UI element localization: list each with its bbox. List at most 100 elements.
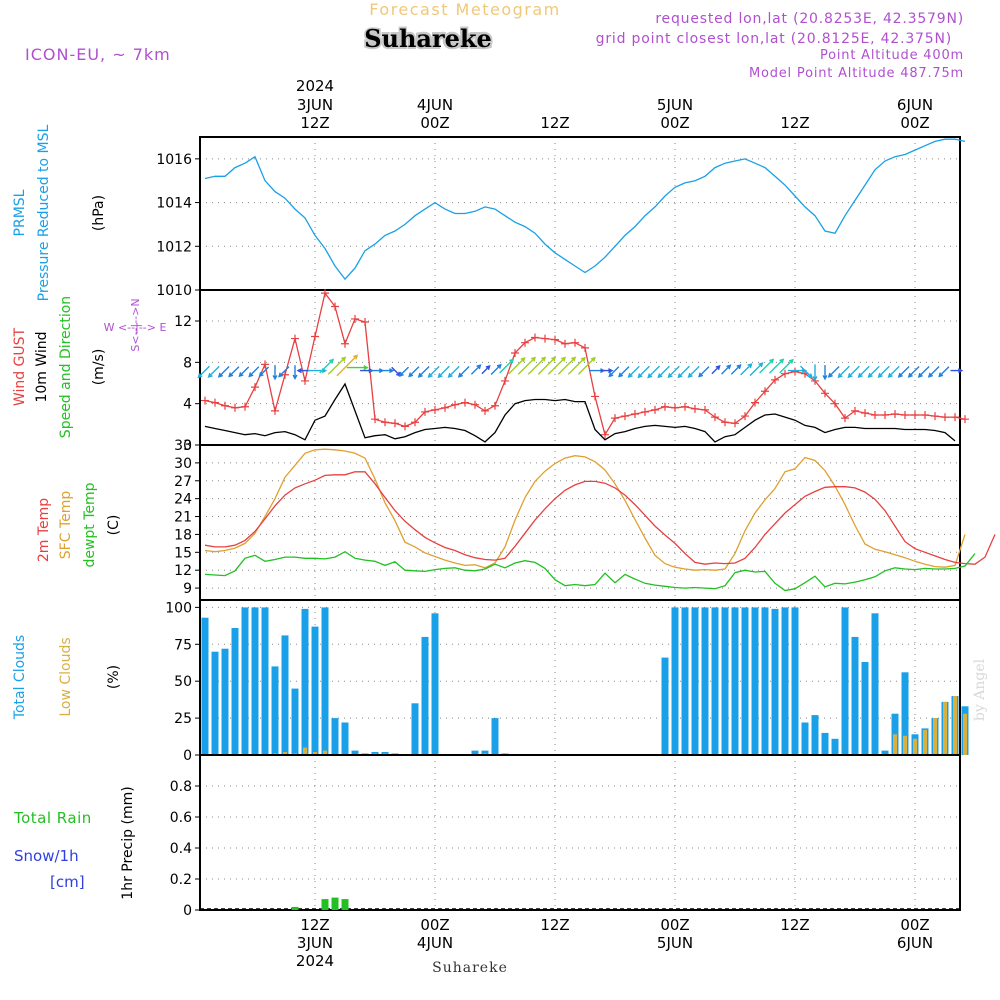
precip-labels: Total Rain Snow/1h [cm] 1hr Precip (mm) bbox=[13, 786, 136, 899]
gust-marker bbox=[861, 408, 869, 417]
panel-frame bbox=[199, 444, 961, 601]
total-cloud-bar bbox=[671, 607, 679, 755]
wind-vector bbox=[618, 366, 630, 378]
y-tick-label: 12 bbox=[174, 563, 192, 579]
t2m-line bbox=[204, 471, 996, 565]
low-cloud-bar bbox=[933, 718, 937, 755]
gust-marker bbox=[481, 406, 489, 415]
wind-vector bbox=[938, 366, 950, 378]
gust-marker bbox=[691, 404, 699, 413]
bottom-axis-date: 4JUN bbox=[417, 934, 453, 952]
gust-marker bbox=[791, 367, 799, 376]
top-axis-hour: 00Z bbox=[420, 114, 449, 132]
gust-marker bbox=[471, 400, 479, 409]
wind-vector bbox=[877, 365, 890, 379]
low-cloud-bar bbox=[963, 713, 967, 755]
wind-vector bbox=[437, 365, 450, 379]
wind-vector bbox=[207, 365, 220, 379]
wind-vector bbox=[427, 365, 440, 379]
pressure-label-msl: Pressure Reduced to MSL bbox=[36, 124, 52, 301]
wind-label-dir: Speed and Direction bbox=[58, 296, 74, 438]
header-altitude: Point Altitude 400m bbox=[820, 48, 964, 63]
wind-vector bbox=[517, 356, 537, 375]
top-axis-hour: 12Z bbox=[300, 114, 329, 132]
top-axis-date: 4JUN bbox=[417, 96, 453, 114]
gust-marker bbox=[511, 349, 519, 358]
low-cloud-bar bbox=[943, 701, 947, 755]
total-cloud-bar bbox=[801, 722, 809, 755]
wind-vector bbox=[228, 366, 240, 378]
wind-compass-we: W <--|--> E bbox=[104, 321, 167, 334]
gust-marker bbox=[291, 334, 299, 343]
precip-label-rain: Total Rain bbox=[13, 809, 92, 827]
wind-labels: Wind GUST 10m Wind Speed and Direction (… bbox=[12, 296, 166, 438]
gust-marker bbox=[571, 338, 579, 347]
gust-marker bbox=[441, 403, 449, 412]
bottom-axis-date: 5JUN bbox=[657, 934, 693, 952]
y-tick-label: 0 bbox=[183, 438, 192, 454]
gust-marker bbox=[251, 383, 259, 392]
gust-marker bbox=[421, 407, 429, 416]
y-tick-label: 27 bbox=[174, 474, 192, 490]
wind-vector bbox=[272, 365, 278, 381]
y-tick-label: 21 bbox=[174, 510, 192, 526]
pressure-labels: PRMSL Pressure Reduced to MSL (hPa) bbox=[12, 124, 107, 301]
gust-marker bbox=[411, 418, 419, 427]
total-cloud-bar bbox=[491, 718, 499, 755]
wind-speed-line bbox=[204, 382, 956, 443]
y-tick-label: 1010 bbox=[156, 283, 192, 299]
wind-vector bbox=[667, 365, 680, 379]
wind-vector bbox=[470, 364, 482, 375]
gust-marker bbox=[341, 339, 349, 348]
watermark: by Angel bbox=[972, 658, 988, 721]
header-model-altitude: Model Point Altitude 487.75m bbox=[749, 66, 964, 81]
wind-vector bbox=[657, 365, 670, 379]
total-cloud-bar bbox=[851, 636, 859, 755]
gust-marker bbox=[581, 343, 589, 352]
gust-marker bbox=[541, 334, 549, 343]
wind-vector bbox=[547, 356, 567, 375]
total-cloud-bar bbox=[831, 738, 839, 755]
gust-marker bbox=[651, 405, 659, 414]
bottom-axis-year: 2024 bbox=[296, 952, 334, 970]
wind-unit: (m/s) bbox=[91, 349, 107, 386]
total-cloud-bar bbox=[791, 607, 799, 755]
gust-marker bbox=[921, 411, 929, 420]
wind-vector bbox=[927, 366, 940, 378]
total-cloud-bar bbox=[271, 666, 279, 755]
wind-vector bbox=[837, 365, 850, 379]
gust-marker bbox=[491, 401, 499, 410]
cloud-unit: (%) bbox=[106, 665, 122, 689]
bottom-axis-hour: 12Z bbox=[300, 916, 329, 934]
gust-marker bbox=[911, 411, 919, 420]
total-cloud-bar bbox=[411, 703, 419, 755]
gust-marker bbox=[771, 375, 779, 384]
gust-marker bbox=[661, 402, 669, 411]
gust-marker bbox=[671, 403, 679, 412]
total-cloud-bar bbox=[861, 662, 869, 755]
precip-panel: 0 0.2 0.4 0.6 0.8 bbox=[170, 754, 961, 919]
gust-marker bbox=[281, 370, 289, 379]
gust-marker bbox=[781, 369, 789, 378]
gust-marker bbox=[701, 405, 709, 414]
wind-vector bbox=[258, 366, 270, 378]
temp-label-dew: dewpt Temp bbox=[82, 482, 98, 567]
wind-vector bbox=[600, 368, 614, 374]
gust-marker bbox=[401, 422, 409, 431]
wind-vector bbox=[319, 358, 335, 374]
gust-marker bbox=[351, 314, 359, 323]
precip-label-cm: [cm] bbox=[50, 873, 85, 891]
bottom-axis-date: 3JUN bbox=[297, 934, 333, 952]
total-cloud-bar bbox=[681, 607, 689, 755]
wind-vector bbox=[296, 368, 310, 374]
wind-vector bbox=[711, 364, 721, 375]
wind-vector bbox=[897, 366, 910, 378]
gust-marker bbox=[851, 406, 859, 415]
wind-vector bbox=[238, 366, 250, 378]
wind-vector bbox=[687, 365, 700, 379]
wind-panel: 0 4 8 12 bbox=[174, 289, 969, 454]
gust-marker bbox=[761, 387, 769, 396]
gust-marker bbox=[221, 401, 229, 410]
